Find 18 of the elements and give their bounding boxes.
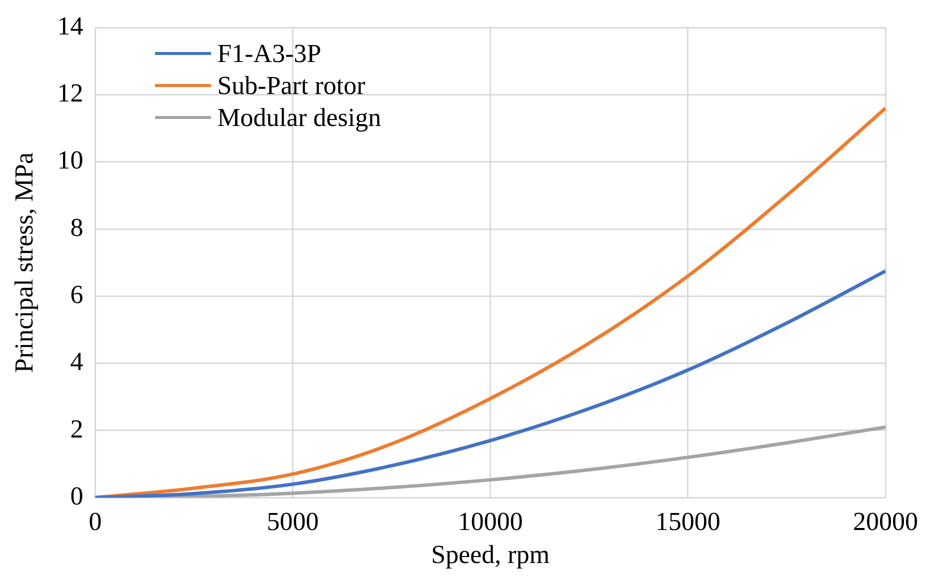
legend-label: Sub-Part rotor xyxy=(217,70,366,101)
y-tick-label: 8 xyxy=(70,212,84,242)
y-tick-label: 2 xyxy=(70,414,84,444)
legend-label: F1-A3-3P xyxy=(217,38,322,69)
y-tick-label: 10 xyxy=(57,146,84,175)
x-axis-title: Speed, rpm xyxy=(431,540,550,570)
x-tick-label: 10000 xyxy=(458,507,523,536)
legend-label: Modular design xyxy=(217,102,382,133)
y-tick-label: 0 xyxy=(70,481,84,510)
x-tick-label: 0 xyxy=(88,507,102,536)
x-tick-label: 5000 xyxy=(266,507,319,536)
y-tick-label: 12 xyxy=(57,78,84,108)
y-tick-label: 4 xyxy=(70,347,84,376)
y-tick-label: 6 xyxy=(70,280,84,309)
y-axis-title: Principal stress, MPa xyxy=(9,152,38,373)
y-tick-label: 14 xyxy=(57,11,84,40)
x-tick-label: 15000 xyxy=(655,507,720,536)
x-tick-label: 20000 xyxy=(853,507,918,536)
